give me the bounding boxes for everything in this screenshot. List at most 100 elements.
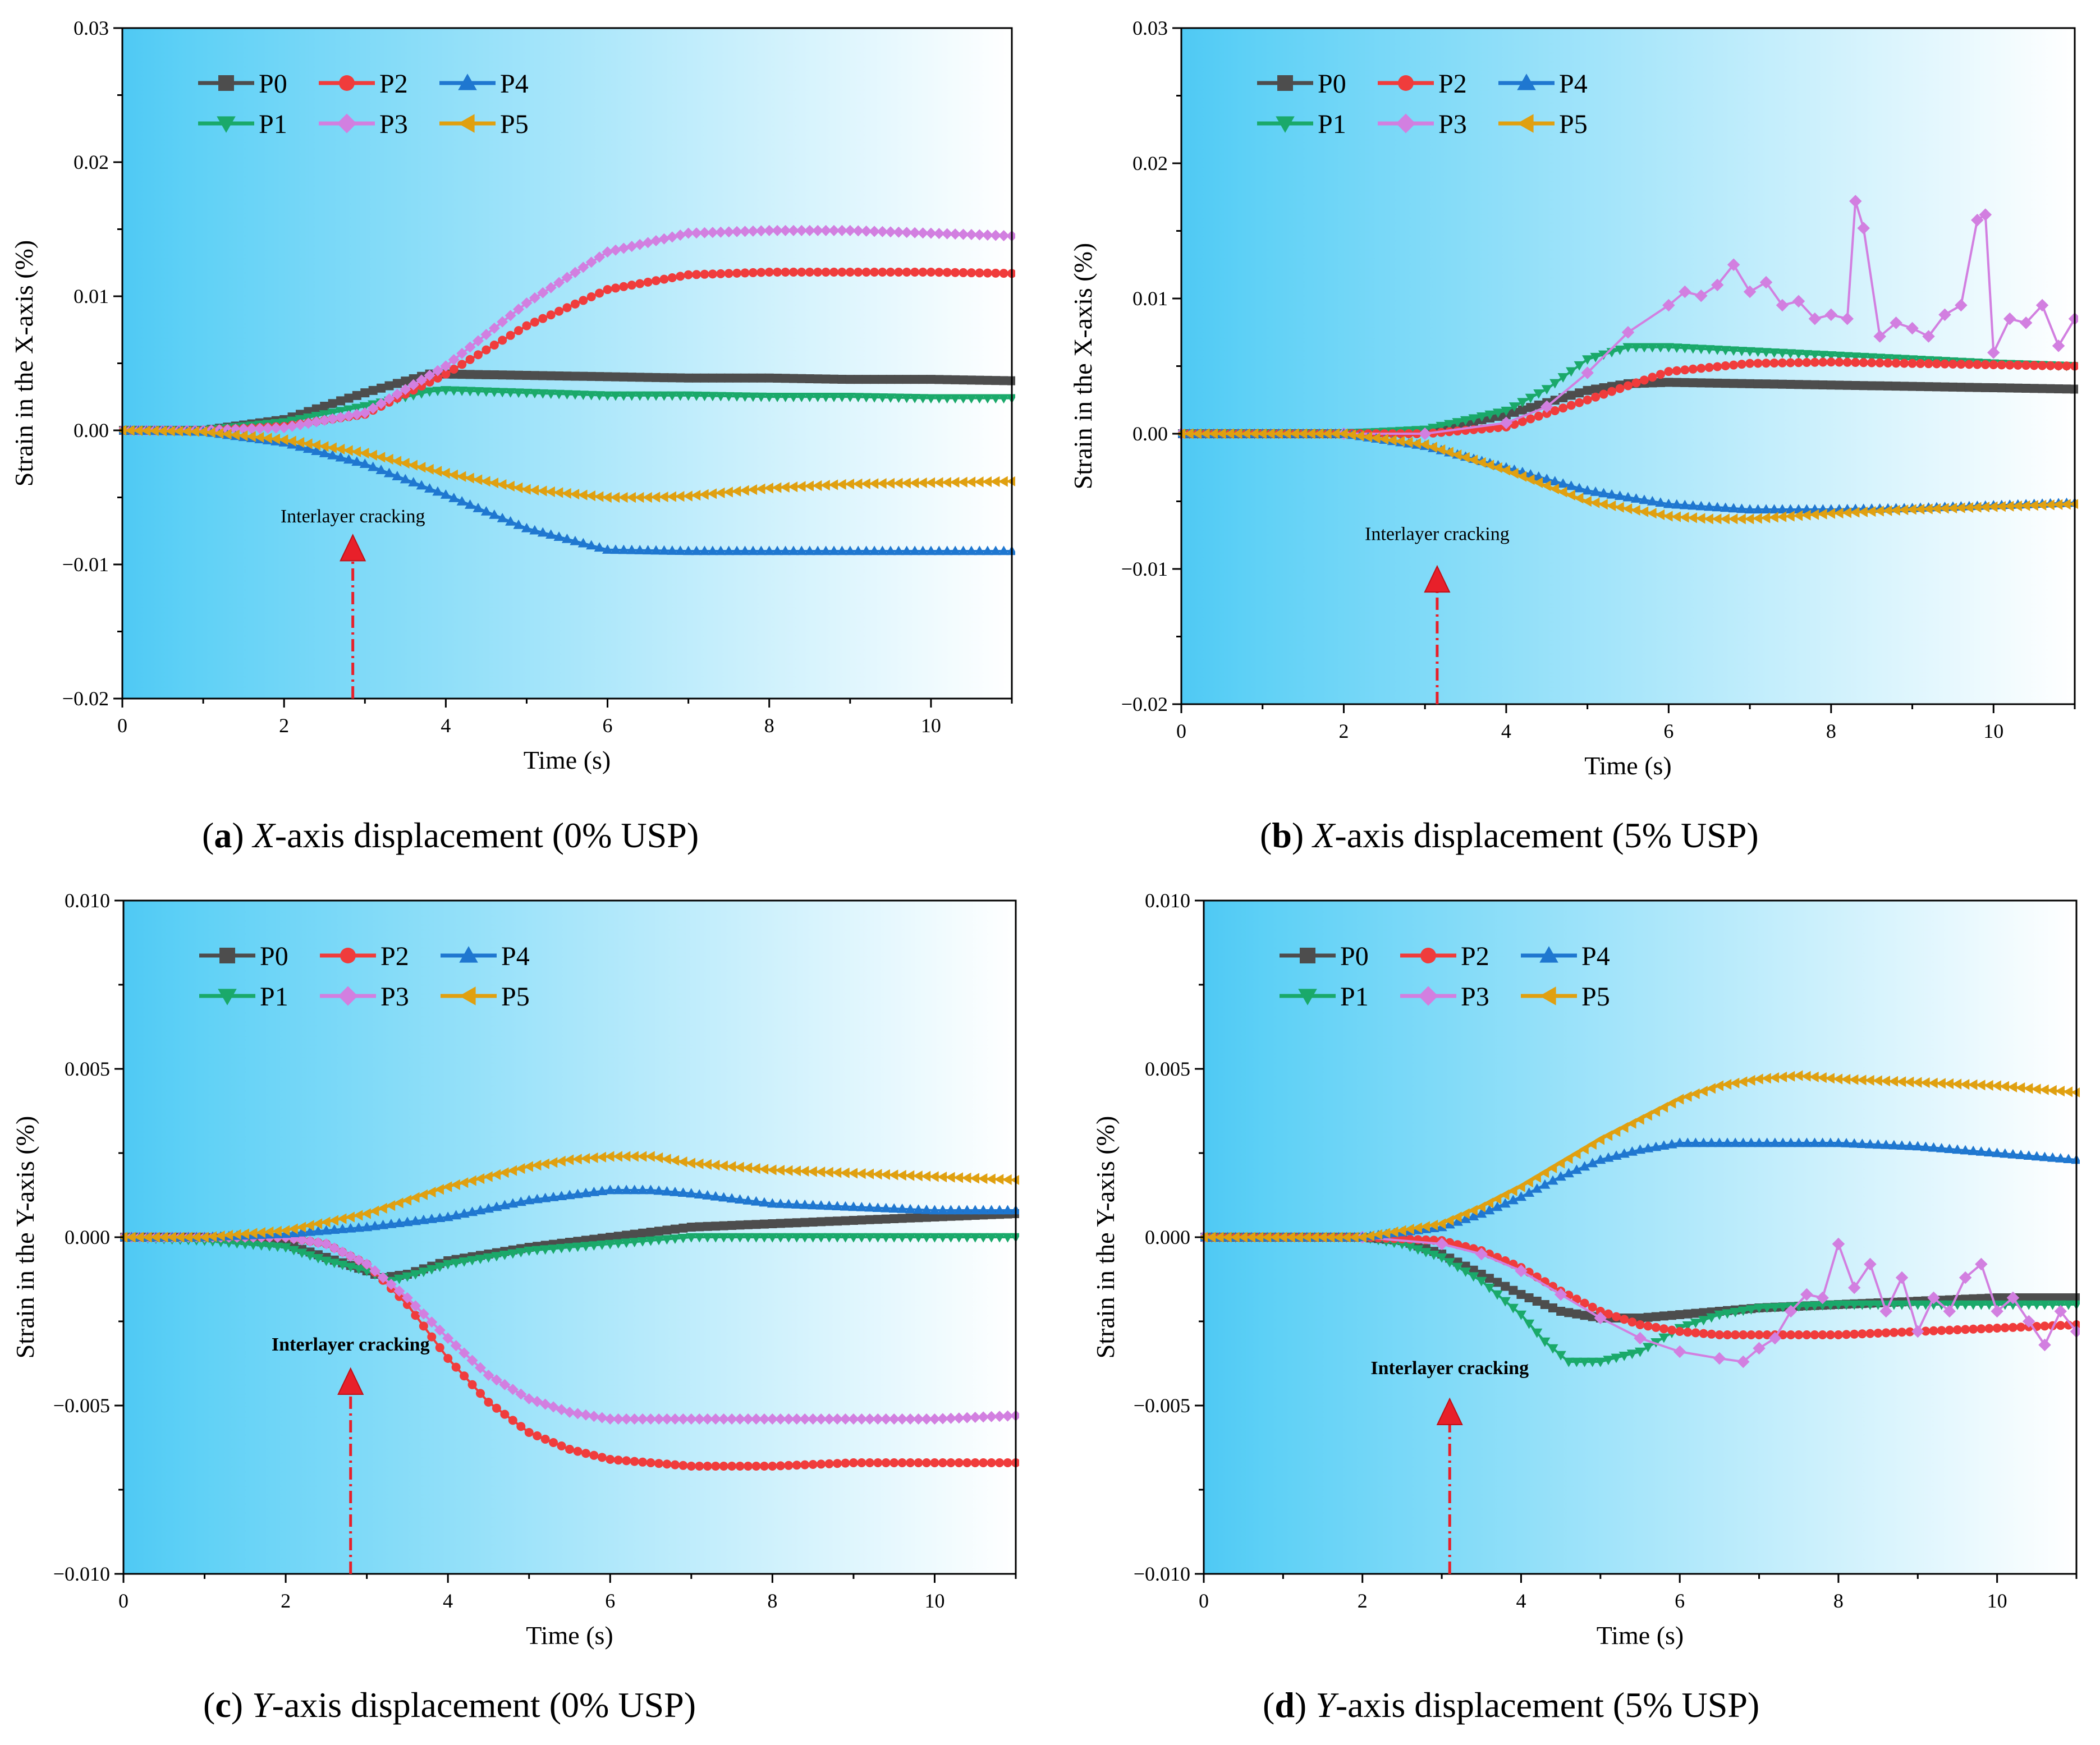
marker-P2 [1989, 360, 1998, 370]
marker-P2 [821, 267, 831, 277]
marker-P1 [893, 393, 904, 403]
marker-P0 [1875, 381, 1885, 391]
marker-P4 [759, 1197, 770, 1207]
marker-P4 [359, 458, 370, 468]
marker-P2 [886, 267, 895, 277]
marker-P2 [1635, 1320, 1645, 1329]
marker-P5 [570, 489, 580, 500]
x-tick-label: 6 [1675, 1590, 1685, 1612]
annotation-arrow-head [1436, 1397, 1463, 1425]
marker-P5 [1728, 513, 1738, 525]
marker-P0 [562, 371, 572, 381]
y-tick-label: 0.01 [74, 285, 109, 307]
marker-P1 [1587, 1357, 1598, 1367]
marker-P4 [440, 489, 451, 499]
marker-P5 [815, 1167, 826, 1178]
marker-P0 [824, 1216, 834, 1226]
marker-P2 [506, 330, 515, 340]
marker-P0 [805, 374, 814, 383]
marker-P5 [613, 1151, 622, 1162]
x-tick-label: 6 [1663, 720, 1673, 742]
marker-P2 [942, 268, 952, 277]
marker-P5 [970, 1173, 979, 1184]
marker-P3 [677, 1413, 689, 1425]
marker-P3 [1695, 289, 1708, 302]
marker-P2 [768, 1462, 777, 1471]
marker-P1 [994, 1233, 1005, 1243]
marker-P3 [807, 1413, 819, 1425]
marker-P2 [1889, 1328, 1899, 1337]
marker-P3 [901, 227, 913, 238]
marker-P4 [1650, 1141, 1662, 1151]
marker-P3 [1679, 285, 1691, 299]
marker-P3 [561, 272, 573, 283]
marker-P5 [497, 479, 507, 490]
marker-P5 [764, 483, 773, 494]
marker-P2 [684, 270, 693, 279]
marker-P0 [808, 1218, 818, 1227]
marker-P5 [913, 1170, 923, 1182]
marker-P1 [1769, 1303, 1781, 1313]
marker-P1 [1706, 1313, 1717, 1323]
marker-P5 [561, 488, 571, 499]
x-tick-label: 2 [281, 1590, 291, 1612]
marker-P1 [602, 391, 613, 401]
marker-P0 [409, 374, 418, 383]
marker-P5 [1704, 513, 1713, 525]
marker-P5 [1419, 439, 1429, 450]
marker-P0 [922, 1213, 931, 1222]
marker-P4 [925, 545, 937, 555]
marker-P0 [2016, 1293, 2026, 1302]
marker-P3 [359, 407, 371, 419]
legend-item-P5: P5 [1498, 109, 1588, 139]
marker-P5 [1566, 489, 1575, 501]
marker-P2 [622, 1456, 631, 1466]
marker-P1 [642, 391, 654, 401]
marker-P5 [1647, 508, 1657, 519]
marker-P4 [982, 545, 993, 555]
marker-P2 [1615, 384, 1625, 393]
marker-P4 [313, 1225, 324, 1236]
y-tick-label: 0.010 [1145, 889, 1190, 912]
marker-P0 [603, 372, 612, 382]
marker-P2 [570, 299, 580, 309]
marker-P5 [1682, 1091, 1692, 1102]
marker-P1 [337, 1261, 348, 1270]
marker-P1 [524, 1246, 535, 1256]
marker-P2 [781, 267, 790, 277]
marker-P5 [1674, 1094, 1684, 1105]
marker-P2 [579, 296, 588, 305]
legend-label: P2 [1438, 69, 1467, 99]
marker-P2 [1786, 1330, 1796, 1339]
marker-P5 [1939, 503, 1949, 514]
marker-P1 [1952, 1300, 1963, 1310]
marker-P1 [1698, 1316, 1709, 1326]
marker-P2 [1704, 362, 1714, 372]
marker-P0 [1940, 382, 1950, 392]
marker-P2 [1691, 1328, 1700, 1338]
marker-P0 [854, 375, 863, 384]
marker-P1 [804, 393, 815, 402]
marker-P0 [1916, 382, 1925, 391]
marker-P4 [1960, 1145, 1971, 1155]
marker-P0 [1516, 1290, 1526, 1299]
marker-P3 [913, 1413, 924, 1425]
marker-P3 [327, 413, 338, 425]
marker-P3 [658, 233, 670, 245]
marker-P0 [881, 1214, 891, 1224]
marker-P2 [1620, 1315, 1629, 1324]
marker-P5 [645, 1151, 655, 1162]
marker-P2 [597, 1453, 607, 1462]
marker-P5 [1476, 1201, 1485, 1213]
marker-P2 [987, 1458, 996, 1467]
marker-P1 [1611, 1353, 1622, 1363]
marker-P3 [2022, 1315, 2035, 1328]
marker-P5 [1541, 480, 1551, 492]
marker-P2 [1875, 358, 1885, 368]
series-line-P3 [1204, 1236, 2078, 1363]
marker-P5 [126, 1232, 136, 1243]
legend-item-P2: P2 [1400, 942, 1489, 971]
legend-label: P0 [260, 942, 288, 971]
marker-P2 [773, 267, 782, 277]
marker-P3 [320, 1238, 332, 1250]
